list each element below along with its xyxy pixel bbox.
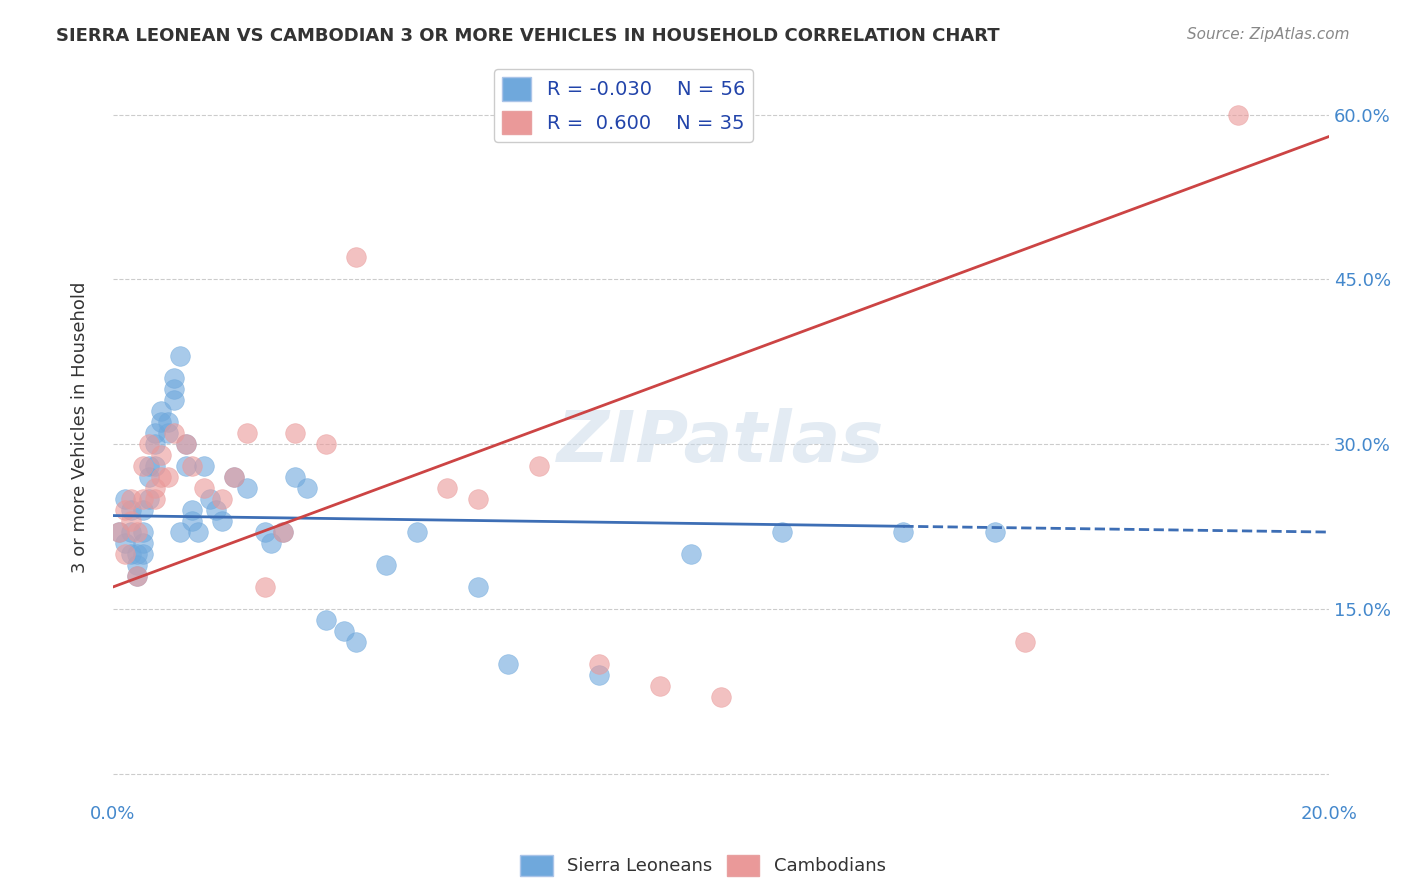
Sierra Leoneans (224, 470, 246, 484)
Cambodians (224, 470, 246, 484)
Sierra Leoneans (150, 404, 173, 418)
Cambodians (120, 492, 142, 507)
Sierra Leoneans (120, 524, 142, 539)
Cambodians (710, 690, 733, 704)
Sierra Leoneans (127, 547, 149, 561)
Sierra Leoneans (138, 459, 160, 474)
Sierra Leoneans (169, 349, 191, 363)
Sierra Leoneans (297, 481, 319, 495)
Sierra Leoneans (138, 470, 160, 484)
Sierra Leoneans (193, 459, 215, 474)
Cambodians (114, 547, 136, 561)
Cambodians (271, 524, 294, 539)
Sierra Leoneans (375, 558, 398, 572)
Sierra Leoneans (156, 415, 179, 429)
Sierra Leoneans (315, 613, 337, 627)
Cambodians (108, 524, 131, 539)
Cambodians (527, 459, 550, 474)
Cambodians (235, 426, 257, 441)
Cambodians (253, 580, 276, 594)
Sierra Leoneans (893, 524, 915, 539)
Sierra Leoneans (496, 657, 519, 671)
Cambodians (180, 459, 202, 474)
Sierra Leoneans (260, 536, 283, 550)
Cambodians (284, 426, 307, 441)
Cambodians (156, 470, 179, 484)
Sierra Leoneans (138, 492, 160, 507)
Sierra Leoneans (132, 536, 155, 550)
Cambodians (1226, 107, 1249, 121)
Sierra Leoneans (127, 558, 149, 572)
Sierra Leoneans (180, 503, 202, 517)
Cambodians (163, 426, 186, 441)
Sierra Leoneans (132, 547, 155, 561)
Cambodians (150, 470, 173, 484)
Legend: R = -0.030    N = 56, R =  0.600    N = 35: R = -0.030 N = 56, R = 0.600 N = 35 (495, 70, 754, 142)
Cambodians (650, 679, 672, 693)
Sierra Leoneans (284, 470, 307, 484)
Sierra Leoneans (467, 580, 489, 594)
Sierra Leoneans (169, 524, 191, 539)
Cambodians (132, 492, 155, 507)
Sierra Leoneans (174, 437, 197, 451)
Sierra Leoneans (127, 569, 149, 583)
Sierra Leoneans (114, 492, 136, 507)
Sierra Leoneans (108, 524, 131, 539)
Sierra Leoneans (163, 382, 186, 396)
Sierra Leoneans (180, 514, 202, 528)
Cambodians (467, 492, 489, 507)
Sierra Leoneans (271, 524, 294, 539)
Sierra Leoneans (132, 503, 155, 517)
Sierra Leoneans (163, 393, 186, 408)
Text: Source: ZipAtlas.com: Source: ZipAtlas.com (1187, 27, 1350, 42)
Sierra Leoneans (187, 524, 209, 539)
Cambodians (315, 437, 337, 451)
Cambodians (114, 503, 136, 517)
Cambodians (436, 481, 458, 495)
Cambodians (120, 514, 142, 528)
Sierra Leoneans (198, 492, 221, 507)
Sierra Leoneans (205, 503, 228, 517)
Sierra Leoneans (588, 668, 610, 682)
Sierra Leoneans (679, 547, 702, 561)
Sierra Leoneans (114, 536, 136, 550)
Sierra Leoneans (211, 514, 233, 528)
Sierra Leoneans (406, 524, 429, 539)
Sierra Leoneans (333, 624, 356, 638)
Sierra Leoneans (344, 635, 367, 649)
Cambodians (132, 459, 155, 474)
Legend: Sierra Leoneans, Cambodians: Sierra Leoneans, Cambodians (513, 847, 893, 883)
Sierra Leoneans (163, 371, 186, 385)
Sierra Leoneans (120, 503, 142, 517)
Cambodians (145, 481, 167, 495)
Cambodians (138, 437, 160, 451)
Cambodians (344, 251, 367, 265)
Sierra Leoneans (156, 426, 179, 441)
Cambodians (1014, 635, 1036, 649)
Sierra Leoneans (253, 524, 276, 539)
Sierra Leoneans (983, 524, 1005, 539)
Cambodians (174, 437, 197, 451)
Text: ZIPatlas: ZIPatlas (557, 408, 884, 477)
Cambodians (127, 569, 149, 583)
Text: SIERRA LEONEAN VS CAMBODIAN 3 OR MORE VEHICLES IN HOUSEHOLD CORRELATION CHART: SIERRA LEONEAN VS CAMBODIAN 3 OR MORE VE… (56, 27, 1000, 45)
Sierra Leoneans (132, 524, 155, 539)
Cambodians (211, 492, 233, 507)
Cambodians (588, 657, 610, 671)
Cambodians (193, 481, 215, 495)
Cambodians (127, 524, 149, 539)
Cambodians (145, 492, 167, 507)
Y-axis label: 3 or more Vehicles in Household: 3 or more Vehicles in Household (72, 282, 89, 574)
Sierra Leoneans (145, 437, 167, 451)
Sierra Leoneans (150, 415, 173, 429)
Sierra Leoneans (174, 459, 197, 474)
Sierra Leoneans (235, 481, 257, 495)
Cambodians (150, 448, 173, 462)
Sierra Leoneans (770, 524, 793, 539)
Sierra Leoneans (145, 426, 167, 441)
Sierra Leoneans (145, 459, 167, 474)
Sierra Leoneans (120, 547, 142, 561)
